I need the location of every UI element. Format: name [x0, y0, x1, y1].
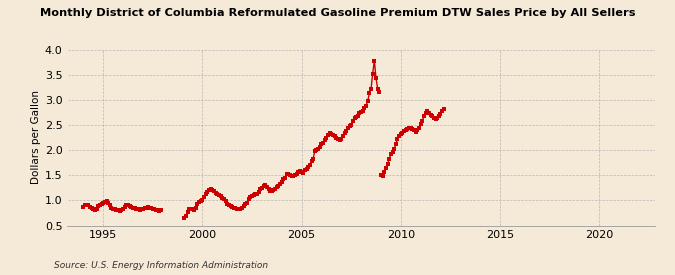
Text: Source: U.S. Energy Information Administration: Source: U.S. Energy Information Administ…	[54, 260, 268, 270]
Y-axis label: Dollars per Gallon: Dollars per Gallon	[31, 90, 40, 185]
Text: Monthly District of Columbia Reformulated Gasoline Premium DTW Sales Price by Al: Monthly District of Columbia Reformulate…	[40, 8, 635, 18]
